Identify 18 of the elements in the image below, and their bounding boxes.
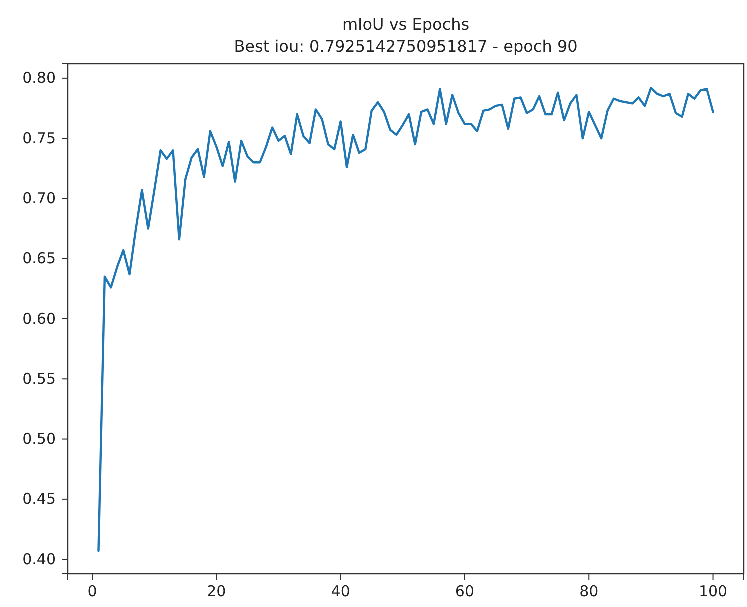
x-tick-label: 0 <box>88 582 98 601</box>
y-tick-label: 0.40 <box>22 550 56 568</box>
x-tick-label: 60 <box>455 582 475 601</box>
x-tick-label: 40 <box>331 582 350 601</box>
y-tick-label: 0.80 <box>22 69 56 88</box>
x-tick-label: 20 <box>207 582 226 601</box>
x-tick-label: 80 <box>580 582 599 601</box>
x-tick-label: 100 <box>698 582 728 601</box>
chart-subtitle: Best iou: 0.7925142750951817 - epoch 90 <box>234 37 578 56</box>
y-tick-label: 0.75 <box>22 129 56 148</box>
y-tick-label: 0.70 <box>22 190 56 208</box>
y-tick-label: 0.45 <box>22 490 56 508</box>
y-tick-label: 0.60 <box>22 310 56 328</box>
line-series <box>98 86 714 552</box>
y-tick-label: 0.50 <box>22 430 56 448</box>
chart-title: mIoU vs Epochs <box>342 15 470 34</box>
y-tick-label: 0.65 <box>22 250 56 268</box>
y-tick-label: 0.55 <box>22 370 56 388</box>
